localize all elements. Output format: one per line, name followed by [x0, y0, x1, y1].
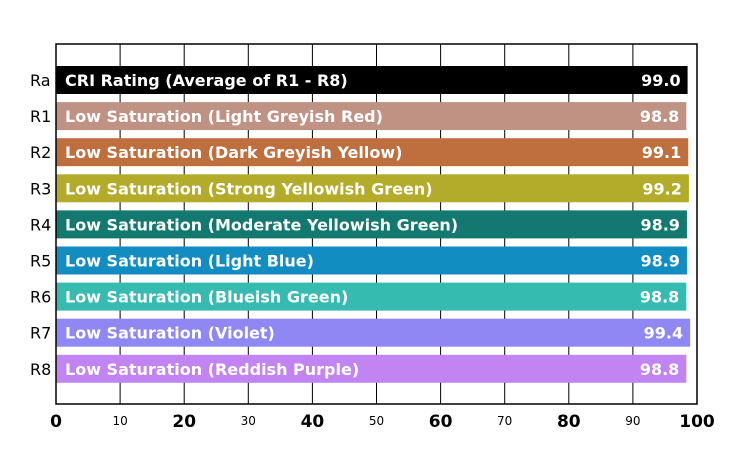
bar-label-R4: Low Saturation (Moderate Yellowish Green…	[65, 215, 458, 234]
y-tick-label-R1: R1	[30, 107, 51, 126]
y-tick-label-Ra: Ra	[30, 71, 51, 90]
bar-label-Ra: CRI Rating (Average of R1 - R8)	[65, 71, 348, 90]
value-label-R1: 98.8	[640, 107, 679, 126]
bar-label-R8: Low Saturation (Reddish Purple)	[65, 360, 359, 379]
plot-frame	[55, 43, 698, 405]
bar-label-R3: Low Saturation (Strong Yellowish Green)	[65, 179, 433, 198]
y-tick-label-R4: R4	[30, 215, 51, 234]
x-tick-label-70: 70	[497, 414, 512, 428]
value-label-R4: 98.9	[640, 215, 679, 234]
value-label-Ra: 99.0	[641, 71, 680, 90]
value-label-R7: 99.4	[644, 324, 683, 343]
x-tick-label-50: 50	[369, 414, 384, 428]
y-tick-label-R8: R8	[30, 360, 51, 379]
x-tick-label-30: 30	[241, 414, 256, 428]
bar-Ra	[56, 66, 688, 94]
y-tick-label-R7: R7	[30, 324, 51, 343]
bar-label-R7: Low Saturation (Violet)	[65, 324, 275, 343]
bar-R2	[56, 138, 689, 167]
y-tick-label-R5: R5	[30, 252, 51, 271]
y-tick-label-R6: R6	[30, 288, 51, 307]
x-tick-label-100: 100	[679, 412, 715, 432]
bar-label-R1: Low Saturation (Light Greyish Red)	[65, 107, 383, 126]
bar-label-R2: Low Saturation (Dark Greyish Yellow)	[65, 143, 402, 162]
value-label-R2: 99.1	[642, 143, 681, 162]
x-tick-label-20: 20	[172, 412, 196, 432]
value-label-R3: 99.2	[642, 179, 681, 198]
x-tick-label-80: 80	[557, 412, 581, 432]
x-tick-label-40: 40	[301, 412, 325, 432]
value-label-R6: 98.8	[640, 288, 679, 307]
bar-R7	[56, 318, 691, 347]
x-tick-label-60: 60	[429, 412, 453, 432]
y-tick-label-R3: R3	[30, 179, 51, 198]
bar-label-R5: Low Saturation (Light Blue)	[65, 252, 314, 271]
x-tick-label-10: 10	[112, 414, 127, 428]
bar-R5	[56, 246, 687, 275]
x-tick-label-90: 90	[625, 414, 640, 428]
value-label-R8: 98.8	[640, 360, 679, 379]
bar-R8	[56, 354, 687, 383]
bar-label-R6: Low Saturation (Blueish Green)	[65, 288, 348, 307]
bar-R6	[56, 282, 687, 311]
value-label-R5: 98.9	[640, 252, 679, 271]
x-tick-label-0: 0	[50, 412, 62, 432]
bar-R4	[56, 210, 687, 239]
bar-R1	[56, 102, 687, 131]
y-tick-label-R2: R2	[30, 143, 51, 162]
bar-R3	[56, 174, 689, 203]
